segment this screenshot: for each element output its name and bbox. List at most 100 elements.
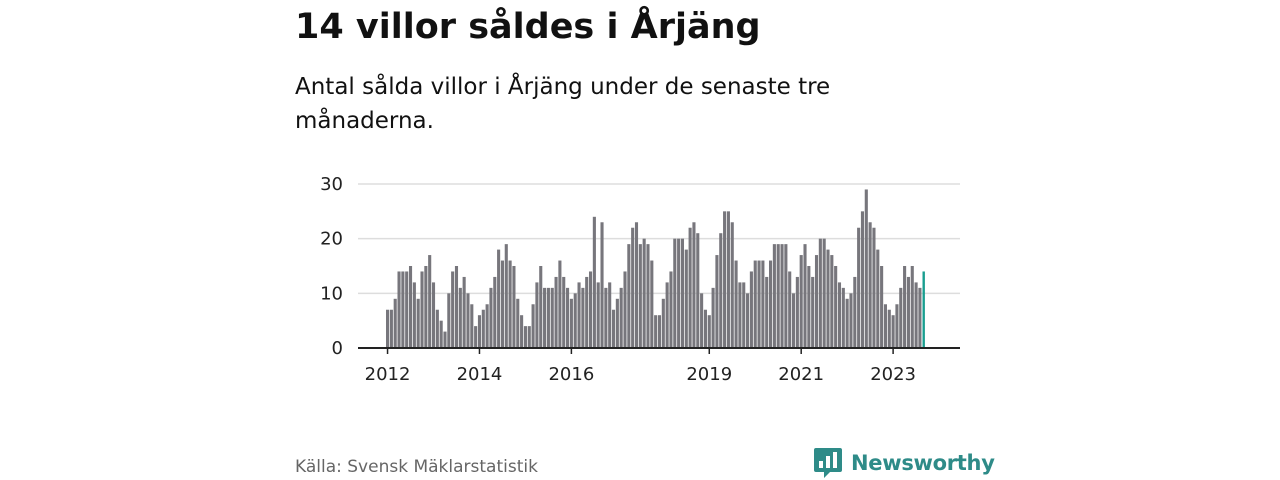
bar (837, 282, 842, 348)
x-tick-label: 2019 (686, 364, 732, 385)
bar (458, 287, 462, 348)
y-tick-label: 10 (320, 283, 343, 304)
bar (623, 271, 627, 348)
chart-title: 14 villor såldes i Årjäng (295, 7, 761, 47)
bar (849, 293, 853, 348)
bar (726, 211, 730, 348)
bar (611, 309, 616, 348)
bar (451, 271, 455, 348)
bar (811, 276, 815, 348)
bar (654, 315, 658, 348)
bar (864, 189, 868, 348)
bar (592, 216, 596, 348)
x-tick-label: 2021 (778, 364, 824, 385)
bar (761, 260, 765, 348)
bar (700, 293, 704, 348)
bar (738, 282, 742, 348)
bar (454, 266, 459, 348)
bar (692, 222, 696, 348)
bar (876, 249, 880, 348)
bar (906, 276, 910, 348)
bar (608, 282, 612, 348)
bar (703, 309, 707, 348)
bar (474, 326, 478, 348)
bar (470, 304, 474, 348)
bar (891, 315, 895, 348)
brand-name: Newsworthy (851, 451, 995, 475)
bar (661, 298, 665, 348)
bar-latest (922, 271, 925, 348)
bar (730, 222, 734, 348)
bar (788, 271, 792, 348)
bar (857, 227, 861, 348)
bar (558, 260, 562, 348)
bar (910, 266, 914, 348)
bar (814, 255, 819, 348)
bar (543, 287, 547, 348)
bar (447, 293, 451, 348)
bar (634, 222, 639, 348)
bar (577, 282, 581, 348)
bar (600, 222, 604, 348)
bar (581, 287, 585, 348)
source-note: Källa: Svensk Mäklarstatistik (295, 457, 538, 477)
bar (497, 249, 501, 348)
bar (650, 260, 654, 348)
bar (887, 309, 891, 348)
bar (550, 287, 554, 348)
bar (408, 266, 413, 348)
bar (669, 271, 673, 348)
bar (435, 309, 439, 348)
bar (753, 260, 757, 348)
bar (508, 260, 512, 348)
bar (531, 304, 535, 348)
bar (673, 238, 677, 348)
bar (439, 320, 443, 348)
bar (489, 287, 493, 348)
bar (830, 255, 834, 348)
bar (604, 287, 608, 348)
bar (485, 304, 489, 348)
bar (631, 227, 635, 348)
bar (899, 287, 903, 348)
y-axis-labels: 0 10 20 30 (320, 174, 343, 359)
bar (765, 276, 769, 348)
bar (818, 238, 822, 348)
bar (588, 271, 593, 348)
bar (696, 233, 700, 348)
bar (834, 266, 838, 348)
bar (845, 298, 849, 348)
bar (554, 276, 558, 348)
bar (780, 244, 784, 348)
bar (684, 249, 688, 348)
bar (481, 309, 485, 348)
bar (539, 266, 543, 348)
bar (535, 282, 539, 348)
bar (746, 293, 750, 348)
y-tick-label: 0 (332, 338, 343, 359)
bar (420, 271, 424, 348)
bar (520, 315, 524, 348)
bar (688, 227, 692, 348)
bar (791, 293, 796, 348)
bar (723, 211, 727, 348)
bar (527, 326, 531, 348)
bar (826, 249, 830, 348)
bars (386, 189, 925, 348)
x-tick-label: 2014 (457, 364, 503, 385)
bar (504, 244, 508, 348)
bar (918, 287, 922, 348)
bar (416, 298, 420, 348)
bar (711, 287, 715, 348)
bar (665, 282, 669, 348)
bar (841, 287, 845, 348)
bar (853, 276, 857, 348)
bar (880, 266, 884, 348)
bar (657, 315, 662, 348)
bar (562, 276, 566, 348)
bar (500, 260, 504, 348)
bar (516, 298, 520, 348)
x-tick-label: 2023 (870, 364, 916, 385)
x-axis (358, 347, 960, 354)
bar (638, 244, 642, 348)
